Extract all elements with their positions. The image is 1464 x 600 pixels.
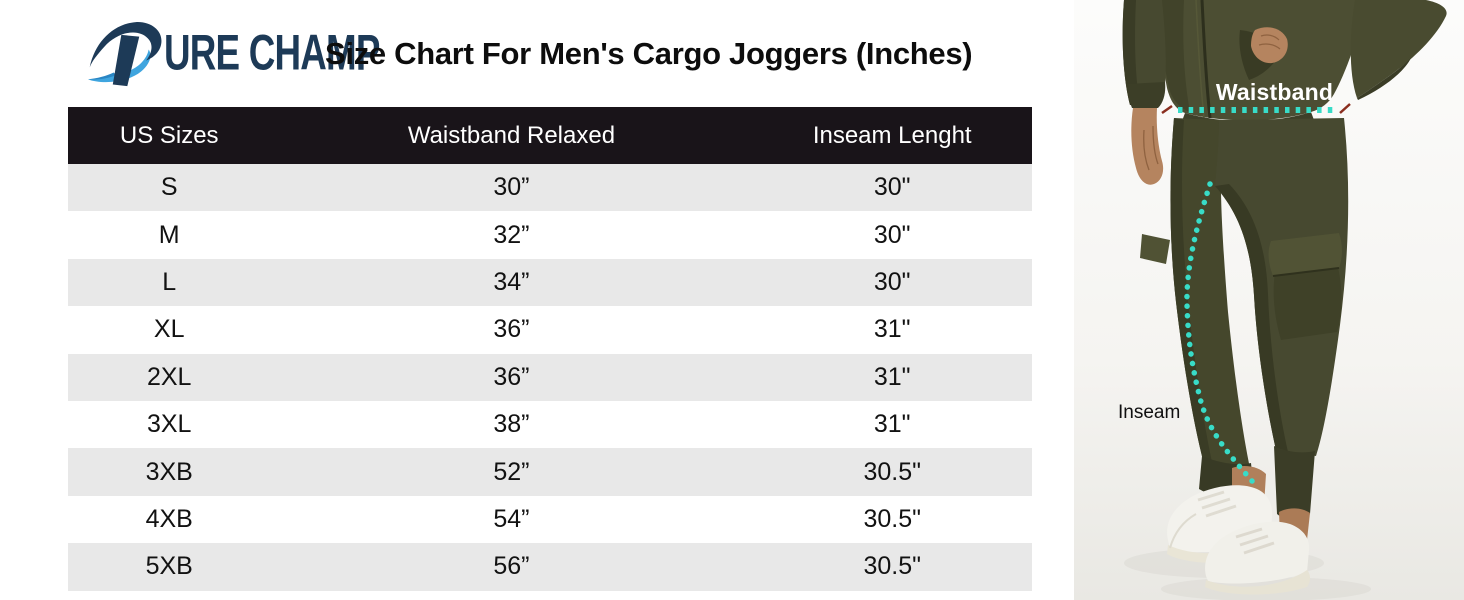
pure-champ-p-icon — [88, 22, 162, 87]
size-cell: 4XB — [145, 504, 193, 533]
inseam-cell: 30" — [873, 220, 911, 249]
waistband-cell: 38” — [493, 410, 530, 439]
waistband-cell: 56” — [493, 552, 530, 581]
column-header-inseam: Inseam Lenght — [812, 121, 972, 149]
column-header-waistband: Waistband Relaxed — [407, 121, 616, 149]
inseam-cell: 31" — [873, 362, 911, 391]
inseam-cell: 30.5" — [863, 457, 921, 486]
size-cell: 5XB — [145, 552, 193, 581]
waistband-cell: 34” — [493, 267, 530, 296]
waistband-cell: 54” — [493, 504, 530, 533]
table-row: 3XL 38” 31" — [68, 400, 1032, 449]
zipper — [1200, 0, 1212, 119]
brand-wordmark: URE CHAMP — [164, 23, 380, 81]
sleeve-cuff — [1127, 82, 1166, 108]
table-row: XL 36” 31" — [68, 306, 1032, 354]
measure-end-ticks — [1161, 103, 1351, 115]
page-title: Size Chart For Men's Cargo Joggers (Inch… — [325, 36, 973, 71]
waistband-cell: 32” — [493, 220, 530, 249]
size-cell: 2XL — [146, 362, 192, 391]
inseam-dotted-line — [1184, 181, 1255, 484]
size-cell: M — [158, 220, 180, 249]
inseam-cell: 30" — [873, 173, 911, 202]
waistband-cell: 52” — [493, 457, 530, 486]
inseam-cell: 30.5" — [863, 552, 921, 581]
product-photo — [1074, 0, 1464, 600]
table-header-row: US Sizes Waistband Relaxed Inseam Lenght — [68, 107, 1032, 164]
table-row: 5XB 56” 30.5" — [68, 543, 1032, 591]
jogger-model-illustration — [1074, 0, 1464, 600]
jacket — [1122, 0, 1447, 130]
inseam-cell: 31" — [873, 410, 911, 439]
inseam-label: Inseam — [1118, 402, 1181, 423]
waistband-cell: 36” — [493, 315, 530, 344]
size-cell: L — [162, 267, 177, 296]
column-header-us-sizes: US Sizes — [119, 121, 219, 149]
brand-logo: URE CHAMP — [88, 14, 434, 90]
cargo-pocket — [1273, 263, 1342, 340]
cargo-pocket-flap-left — [1140, 234, 1170, 264]
table-row: 3XB 52” 30.5" — [68, 448, 1032, 496]
shoelaces-right — [1235, 527, 1275, 555]
size-cell: S — [160, 173, 178, 202]
inseam-cell: 31" — [873, 315, 911, 344]
hand-in-pocket — [1251, 27, 1288, 64]
shoelaces-left — [1197, 490, 1237, 518]
waistband-cell: 30” — [493, 173, 530, 202]
size-table: US Sizes Waistband Relaxed Inseam Lenght… — [68, 107, 1032, 591]
size-cell: XL — [153, 315, 185, 344]
size-cell: 3XB — [145, 457, 193, 486]
table-row: S 30” 30" — [68, 164, 1032, 212]
hanging-hand — [1131, 108, 1164, 185]
table-row: 4XB 54” 30.5" — [68, 495, 1032, 544]
cargo-pocket-flap — [1268, 233, 1342, 276]
size-cell: 3XL — [146, 410, 192, 439]
inseam-cell: 30" — [873, 267, 911, 296]
joggers — [1140, 118, 1349, 520]
table-row: L 34” 30" — [68, 258, 1032, 307]
table-row: 2XL 36” 31" — [68, 353, 1032, 401]
table-row: M 32” 30" — [68, 211, 1032, 259]
sneakers — [1167, 485, 1310, 595]
jogger-cuff-right — [1274, 446, 1315, 520]
waistband-label: Waistband — [1215, 79, 1334, 105]
inseam-cell: 30.5" — [863, 504, 921, 533]
waistband-cell: 36” — [493, 362, 530, 391]
